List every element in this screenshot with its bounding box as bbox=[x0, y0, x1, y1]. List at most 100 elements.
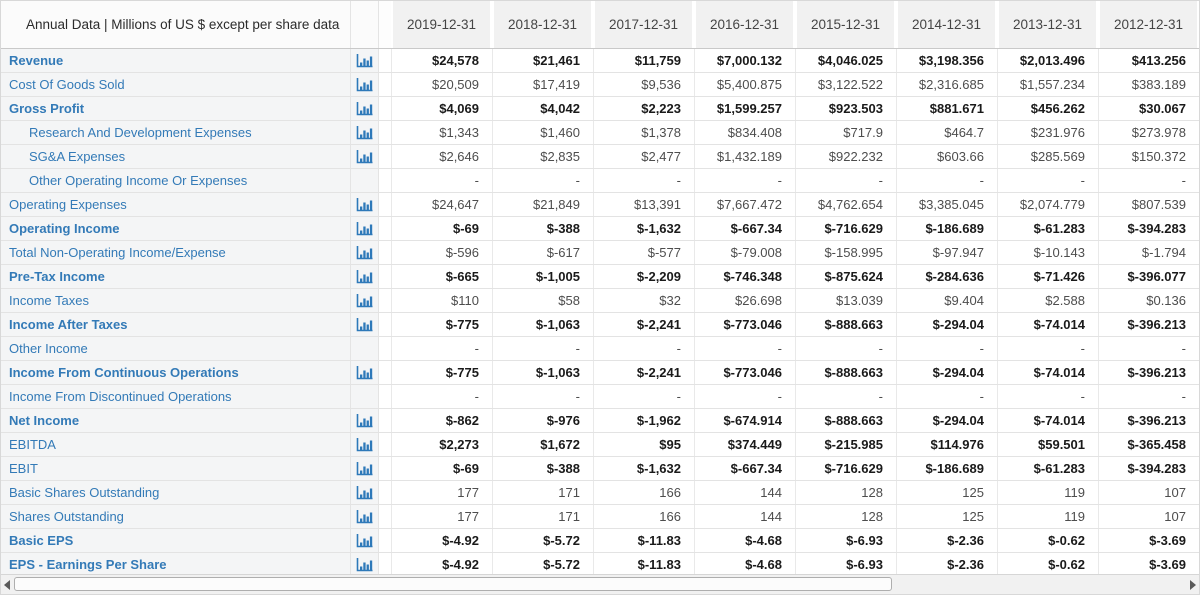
row-label[interactable]: Other Income bbox=[1, 337, 351, 360]
bar-chart-icon[interactable] bbox=[356, 461, 373, 476]
chart-icon-cell bbox=[351, 385, 379, 408]
value-cell: $-2.36 bbox=[896, 553, 997, 576]
value-cell: 119 bbox=[997, 481, 1098, 504]
value-cell: - bbox=[492, 337, 593, 360]
row-label[interactable]: Research And Development Expenses bbox=[1, 121, 351, 144]
value-cell: $-2,209 bbox=[593, 265, 694, 288]
value-cell: $-294.04 bbox=[896, 409, 997, 432]
bar-chart-icon[interactable] bbox=[356, 533, 373, 548]
value-cell: $21,461 bbox=[492, 49, 593, 72]
value-cell: - bbox=[694, 169, 795, 192]
value-cell: $1,432.189 bbox=[694, 145, 795, 168]
value-cell: - bbox=[694, 337, 795, 360]
row-label[interactable]: Total Non-Operating Income/Expense bbox=[1, 241, 351, 264]
value-cell: - bbox=[896, 169, 997, 192]
bar-chart-icon[interactable] bbox=[356, 269, 373, 284]
column-gutter bbox=[379, 457, 391, 480]
value-cell: $-97.947 bbox=[896, 241, 997, 264]
row-label[interactable]: Revenue bbox=[1, 49, 351, 72]
row-label[interactable]: SG&A Expenses bbox=[1, 145, 351, 168]
bar-chart-icon[interactable] bbox=[356, 413, 373, 428]
value-cell: - bbox=[593, 169, 694, 192]
bar-chart-icon[interactable] bbox=[356, 293, 373, 308]
row-label[interactable]: Operating Income bbox=[1, 217, 351, 240]
value-cell: $150.372 bbox=[1098, 145, 1199, 168]
value-cell: $374.449 bbox=[694, 433, 795, 456]
value-cell: $-1,063 bbox=[492, 313, 593, 336]
scroll-left-arrow-icon[interactable] bbox=[4, 580, 10, 590]
bar-chart-icon[interactable] bbox=[356, 317, 373, 332]
row-label[interactable]: Income Taxes bbox=[1, 289, 351, 312]
column-gutter bbox=[379, 553, 391, 576]
bar-chart-icon[interactable] bbox=[356, 437, 373, 452]
horizontal-scrollbar[interactable] bbox=[1, 574, 1199, 594]
bar-chart-icon[interactable] bbox=[356, 485, 373, 500]
value-cell: - bbox=[391, 337, 492, 360]
value-cell: $-396.213 bbox=[1098, 361, 1199, 384]
value-cell: - bbox=[492, 385, 593, 408]
column-gutter bbox=[379, 49, 391, 72]
row-label[interactable]: Basic Shares Outstanding bbox=[1, 481, 351, 504]
row-label[interactable]: Cost Of Goods Sold bbox=[1, 73, 351, 96]
row-label[interactable]: EPS - Earnings Per Share bbox=[1, 553, 351, 576]
bar-chart-icon[interactable] bbox=[356, 557, 373, 572]
value-cell: $-0.62 bbox=[997, 529, 1098, 552]
bar-chart-icon[interactable] bbox=[356, 53, 373, 68]
row-label[interactable]: EBIT bbox=[1, 457, 351, 480]
row-label[interactable]: Operating Expenses bbox=[1, 193, 351, 216]
bar-chart-icon[interactable] bbox=[356, 509, 373, 524]
bar-chart-icon[interactable] bbox=[356, 197, 373, 212]
value-cell: $-3.69 bbox=[1098, 529, 1199, 552]
table-row: Basic EPS $-4.92 $-5.72 $-11.83 $-4.68 $-6.9… bbox=[1, 529, 1199, 553]
chart-icon-cell bbox=[351, 457, 379, 480]
value-cell: - bbox=[896, 337, 997, 360]
value-cell: $-4.68 bbox=[694, 529, 795, 552]
scrollbar-thumb[interactable] bbox=[14, 577, 892, 591]
value-cell: $-365.458 bbox=[1098, 433, 1199, 456]
row-label[interactable]: Income From Discontinued Operations bbox=[1, 385, 351, 408]
table-row: Income Taxes $110 $58 $32 $26.698 $13.039 $9.… bbox=[1, 289, 1199, 313]
bar-chart-icon[interactable] bbox=[356, 101, 373, 116]
scroll-right-arrow-icon[interactable] bbox=[1190, 580, 1196, 590]
row-label[interactable]: Net Income bbox=[1, 409, 351, 432]
column-gutter bbox=[379, 1, 391, 48]
value-cell: $7,000.132 bbox=[694, 49, 795, 72]
table-row: EBITDA $2,273 $1,672 $95 $374.449 $-215.985 $… bbox=[1, 433, 1199, 457]
value-cell: $4,762.654 bbox=[795, 193, 896, 216]
column-gutter bbox=[379, 121, 391, 144]
value-cell: - bbox=[593, 385, 694, 408]
row-label[interactable]: Income From Continuous Operations bbox=[1, 361, 351, 384]
value-cell: $2.588 bbox=[997, 289, 1098, 312]
bar-chart-icon[interactable] bbox=[356, 149, 373, 164]
row-label[interactable]: EBITDA bbox=[1, 433, 351, 456]
chart-icon-cell bbox=[351, 241, 379, 264]
bar-chart-icon[interactable] bbox=[356, 221, 373, 236]
value-cell: $2,835 bbox=[492, 145, 593, 168]
chart-icon-cell bbox=[351, 433, 379, 456]
value-cell: - bbox=[593, 337, 694, 360]
row-label[interactable]: Basic EPS bbox=[1, 529, 351, 552]
value-cell: $-294.04 bbox=[896, 313, 997, 336]
value-cell: $-773.046 bbox=[694, 361, 795, 384]
value-cell: $-5.72 bbox=[492, 553, 593, 576]
value-cell: $-388 bbox=[492, 217, 593, 240]
value-cell: $-976 bbox=[492, 409, 593, 432]
value-cell: $-674.914 bbox=[694, 409, 795, 432]
bar-chart-icon[interactable] bbox=[356, 77, 373, 92]
row-label[interactable]: Shares Outstanding bbox=[1, 505, 351, 528]
value-cell: - bbox=[492, 169, 593, 192]
value-cell: $-158.995 bbox=[795, 241, 896, 264]
chart-icon-cell bbox=[351, 265, 379, 288]
bar-chart-icon[interactable] bbox=[356, 245, 373, 260]
bar-chart-icon[interactable] bbox=[356, 365, 373, 380]
row-label[interactable]: Gross Profit bbox=[1, 97, 351, 120]
table-row: Operating Income $-69 $-388 $-1,632 $-667.3… bbox=[1, 217, 1199, 241]
chart-icon-cell bbox=[351, 361, 379, 384]
row-label[interactable]: Pre-Tax Income bbox=[1, 265, 351, 288]
bar-chart-icon[interactable] bbox=[356, 125, 373, 140]
row-label[interactable]: Other Operating Income Or Expenses bbox=[1, 169, 351, 192]
row-label[interactable]: Income After Taxes bbox=[1, 313, 351, 336]
value-cell: $1,343 bbox=[391, 121, 492, 144]
value-cell: $2,074.779 bbox=[997, 193, 1098, 216]
value-cell: $2,477 bbox=[593, 145, 694, 168]
